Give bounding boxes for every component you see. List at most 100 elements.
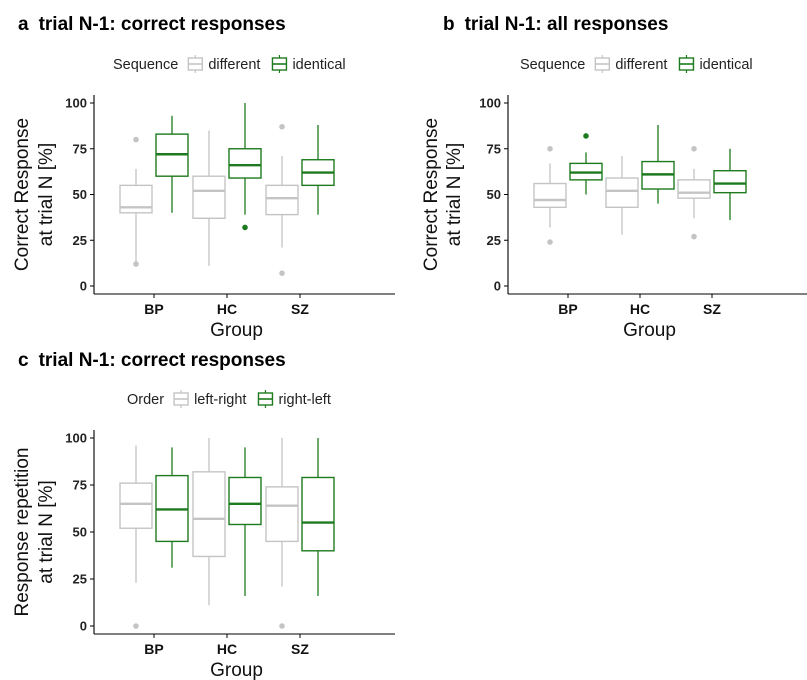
y-tick-label: 25 [73,572,87,587]
box-iqr [228,476,262,526]
panel-letter: b [443,14,455,35]
panel-title: a trial N-1: correct responses [18,14,286,35]
box-different-SZ [265,123,299,276]
y-axis-title-line: at trial N [%] [36,480,57,583]
outlier-point [691,145,697,152]
legend-label: right-left [278,392,330,408]
y-tick-label: 50 [73,525,87,540]
legend-key-right-left [257,390,274,408]
panel-letter: c [18,350,29,371]
box-iqr [192,175,226,219]
box-iqr [192,471,226,558]
box-identical-HC [641,124,675,204]
legend-title: Sequence [520,57,585,73]
outlier-point [547,239,553,245]
panel-title-text: trial N-1: correct responses [39,350,286,371]
legend-label: different [615,57,667,73]
x-tick-label: HC [217,301,237,317]
x-tick-label: BP [558,301,577,317]
outlier-point [279,123,285,130]
x-tick-label: BP [144,641,163,657]
y-axis-title-line: Correct Response [421,118,442,271]
outlier-point [242,224,248,231]
legend-label: identical [292,57,345,73]
outlier-point [279,270,285,276]
legend-key-left-right [173,390,189,408]
panel-b: b trial N-1: all responses Sequence differe… [421,14,807,341]
panel-a: a trial N-1: correct responses Sequence dif… [12,14,395,341]
box-left-right-HC [192,438,226,606]
legend-label: different [208,57,260,73]
box-iqr [119,482,153,529]
box-iqr [228,148,262,179]
outlier-point [279,623,285,629]
y-tick-label: 100 [65,96,87,111]
y-tick-label: 100 [65,431,87,446]
box-identical-BP [569,133,603,195]
y-axis-title-line: Response repetition [12,448,33,617]
legend-title: Order [127,392,164,408]
x-tick-label: SZ [291,301,309,317]
box-different-SZ [677,145,711,240]
x-tick-label: HC [217,641,237,657]
legend-key-identical [678,55,695,73]
y-tick-label: 0 [80,619,87,634]
y-tick-label: 0 [494,279,501,294]
outlier-point [547,145,553,152]
y-tick-label: 25 [73,233,87,248]
box-identical-HC [228,103,262,231]
box-iqr [301,476,335,552]
panel-title-text: trial N-1: correct responses [39,14,286,35]
panel-letter: a [18,14,29,35]
box-left-right-BP [119,445,153,629]
y-tick-label: 50 [487,187,501,202]
x-axis-title: Group [623,320,676,341]
outlier-point [583,133,589,139]
box-right-left-HC [228,447,262,596]
box-iqr [265,184,299,216]
outlier-point [133,136,139,143]
y-tick-label: 0 [80,279,87,294]
box-iqr [265,486,299,543]
y-tick-label: 75 [73,141,87,156]
box-iqr [119,184,153,214]
x-tick-label: SZ [703,301,721,317]
legend-label: identical [699,57,752,73]
y-tick-label: 50 [73,187,87,202]
legend-key-different [187,55,204,73]
box-different-BP [119,136,153,267]
box-iqr [677,179,711,199]
x-axis-title: Group [210,660,263,680]
box-iqr [713,170,747,194]
box-different-HC [192,130,226,266]
y-axis-title-line: Correct Response [12,118,33,271]
y-tick-label: 75 [487,141,501,156]
panel-title-text: trial N-1: all responses [465,14,669,35]
legend-title: Sequence [113,57,178,73]
panel-title: b trial N-1: all responses [443,14,668,35]
box-identical-SZ [713,148,747,221]
box-identical-BP [155,115,189,213]
y-tick-label: 75 [73,478,87,493]
box-iqr [533,182,567,209]
box-different-BP [533,145,567,245]
outlier-point [691,233,697,240]
box-right-left-BP [155,447,189,568]
y-axis-title-line: at trial N [%] [36,143,57,246]
x-tick-label: SZ [291,641,309,657]
outlier-point [133,261,139,267]
box-left-right-SZ [265,438,299,629]
panel-title: c trial N-1: correct responses [18,350,286,371]
legend-key-different [594,55,611,73]
legend-key-identical [271,55,288,73]
x-tick-label: HC [630,301,650,317]
box-different-HC [605,156,639,235]
x-tick-label: BP [144,301,163,317]
box-iqr [605,177,639,209]
panel-c: c trial N-1: correct responses Order left-r… [12,350,395,680]
y-axis-title-line: at trial N [%] [444,143,465,246]
outlier-point [133,623,139,629]
legend-label: left-right [194,392,246,408]
y-tick-label: 25 [487,233,501,248]
